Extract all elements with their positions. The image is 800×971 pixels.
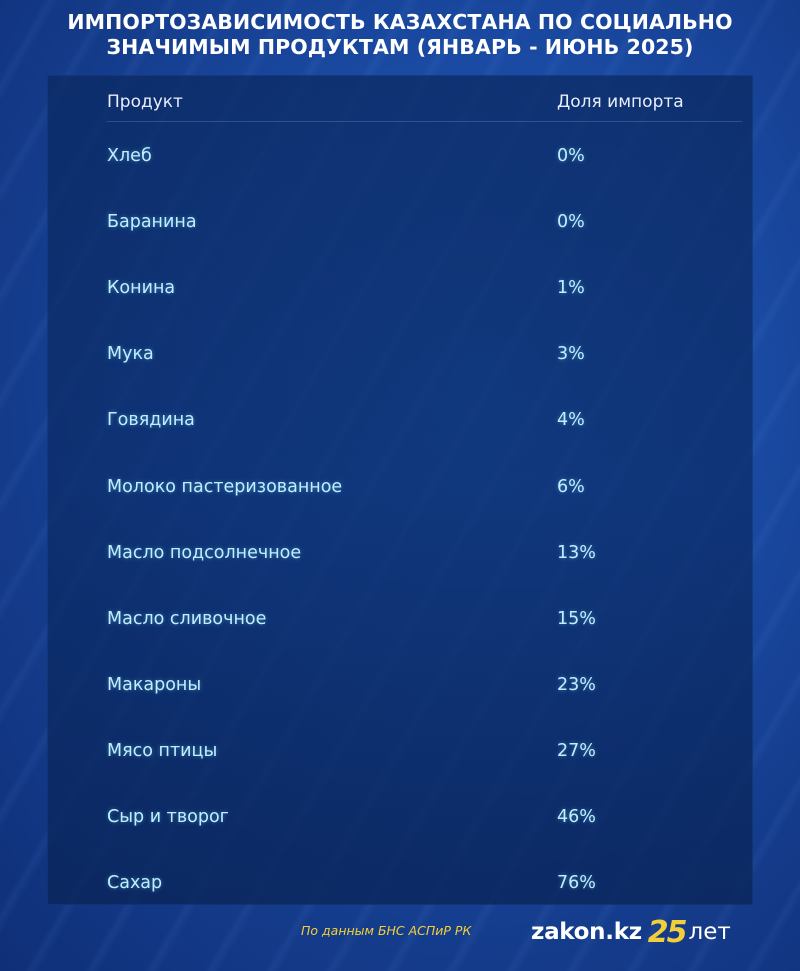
import-share-value: 27% bbox=[557, 740, 596, 761]
import-share-value: 0% bbox=[557, 212, 585, 233]
product-name: Конина bbox=[107, 278, 176, 299]
product-name: Сыр и творог bbox=[107, 807, 229, 827]
product-name: Макароны bbox=[107, 674, 202, 695]
logo-badge: 25 bbox=[647, 914, 688, 950]
import-share-value: 15% bbox=[557, 608, 596, 629]
table-row: Мука 3% bbox=[107, 344, 747, 368]
column-header-product: Продукт bbox=[107, 92, 183, 112]
product-name: Масло сливочное bbox=[107, 608, 267, 629]
logo-text: zakon.kz bbox=[531, 919, 642, 945]
table-row: Масло сливочное 15% bbox=[107, 609, 747, 633]
product-name: Мясо птицы bbox=[107, 740, 218, 761]
title-line-1: ИМПОРТОЗАВИСИМОСТЬ КАЗАХСТАНА ПО СОЦИАЛЬ… bbox=[67, 10, 733, 34]
logo-sub: лет bbox=[688, 919, 731, 945]
table-row: Молоко пастеризованное 6% bbox=[107, 477, 747, 501]
table-row: Макароны 23% bbox=[107, 675, 747, 699]
product-name: Хлеб bbox=[107, 146, 152, 166]
import-share-value: 1% bbox=[557, 278, 585, 299]
product-name: Сахар bbox=[107, 873, 163, 894]
product-name: Молоко пастеризованное bbox=[107, 476, 343, 497]
zakon-logo: zakon.kz 25 лет bbox=[531, 912, 731, 952]
product-name: Баранина bbox=[107, 212, 197, 233]
table-row: Масло подсолнечное 13% bbox=[107, 543, 747, 567]
page-title: ИМПОРТОЗАВИСИМОСТЬ КАЗАХСТАНА ПО СОЦИАЛЬ… bbox=[0, 10, 800, 60]
import-share-value: 3% bbox=[557, 344, 585, 365]
import-share-value: 46% bbox=[557, 807, 596, 827]
table-row: Мясо птицы 27% bbox=[107, 741, 747, 765]
table-row: Баранина 0% bbox=[107, 212, 747, 236]
table-row: Сыр и творог 46% bbox=[107, 807, 747, 831]
table-row: Говядина 4% bbox=[107, 410, 747, 434]
product-name: Мука bbox=[107, 344, 154, 365]
import-share-value: 0% bbox=[557, 146, 585, 166]
column-header-share: Доля импорта bbox=[557, 92, 684, 112]
product-name: Говядина bbox=[107, 410, 195, 431]
header-divider bbox=[107, 121, 742, 122]
table-row: Конина 1% bbox=[107, 278, 747, 302]
table-row: Хлеб 0% bbox=[107, 146, 747, 170]
table-panel bbox=[47, 75, 753, 905]
import-share-value: 13% bbox=[557, 542, 596, 563]
import-share-value: 76% bbox=[557, 873, 596, 894]
import-share-value: 23% bbox=[557, 674, 596, 695]
import-share-value: 6% bbox=[557, 476, 585, 497]
title-line-2: ЗНАЧИМЫМ ПРОДУКТАМ (ЯНВАРЬ - ИЮНЬ 2025) bbox=[106, 35, 694, 59]
table-row: Сахар 76% bbox=[107, 873, 747, 897]
import-share-value: 4% bbox=[557, 410, 585, 431]
source-note: По данным БНС АСПиР РК bbox=[301, 923, 472, 938]
product-name: Масло подсолнечное bbox=[107, 542, 302, 563]
